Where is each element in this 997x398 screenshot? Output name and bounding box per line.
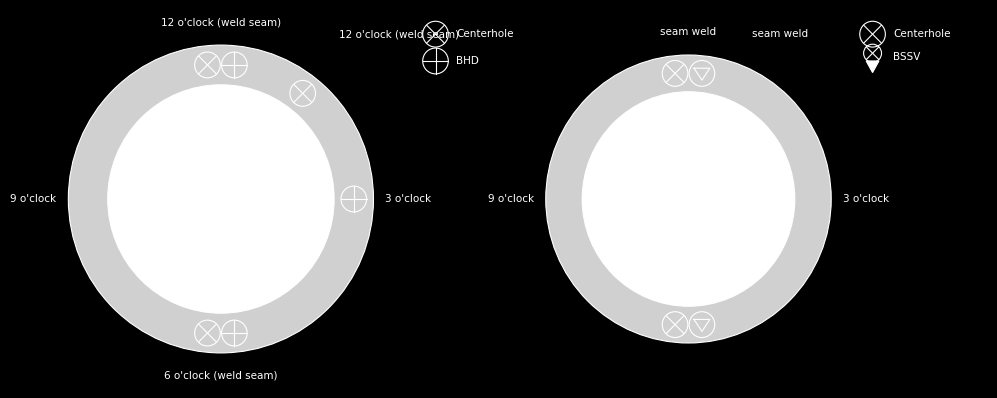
Text: Centerhole: Centerhole [893, 29, 951, 39]
Text: 9 o'clock: 9 o'clock [10, 194, 57, 204]
Text: BSSV: BSSV [893, 52, 920, 62]
Text: 9 o'clock: 9 o'clock [488, 194, 534, 204]
Text: seam weld: seam weld [753, 29, 809, 39]
Text: Centerhole: Centerhole [457, 29, 513, 39]
Circle shape [108, 85, 334, 313]
Text: 3 o'clock: 3 o'clock [385, 194, 432, 204]
Text: 6 o'clock (weld seam): 6 o'clock (weld seam) [165, 371, 277, 381]
Text: 3 o'clock: 3 o'clock [843, 194, 889, 204]
Circle shape [582, 92, 795, 306]
Circle shape [69, 45, 374, 353]
Text: 12 o'clock (weld seam): 12 o'clock (weld seam) [161, 17, 281, 27]
Text: 12 o'clock (weld seam): 12 o'clock (weld seam) [339, 29, 460, 39]
Text: BHD: BHD [457, 56, 479, 66]
Polygon shape [866, 61, 879, 72]
Text: seam weld: seam weld [660, 27, 717, 37]
Circle shape [545, 55, 831, 343]
